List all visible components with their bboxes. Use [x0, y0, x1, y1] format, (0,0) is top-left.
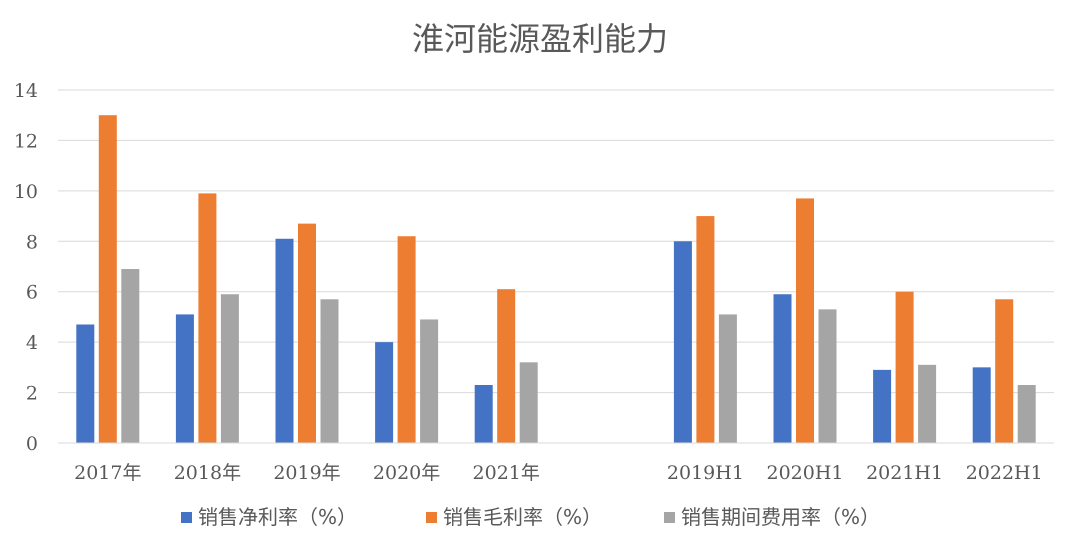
- x-tick-label: 2021年: [473, 462, 540, 484]
- bars-layer: [76, 115, 1036, 443]
- bar-series-1-cat-5: [474, 385, 493, 443]
- bar-series-2-cat-7: [696, 216, 715, 443]
- x-tick-label: 2017年: [74, 462, 141, 484]
- bar-series-1-cat-4: [375, 342, 394, 443]
- bar-series-2-cat-2: [198, 193, 217, 443]
- y-tick-label: 8: [26, 231, 38, 253]
- y-tick-label: 2: [26, 383, 38, 405]
- bar-series-3-cat-3: [320, 299, 339, 443]
- bar-series-3-cat-5: [519, 362, 538, 443]
- bar-series-3-cat-1: [121, 269, 140, 443]
- bar-series-3-cat-2: [220, 294, 239, 443]
- bar-series-2-cat-3: [298, 223, 316, 443]
- legend-label-1: 销售净利率（%）: [198, 505, 357, 529]
- legend-swatch-3: [664, 512, 675, 523]
- bar-series-3-cat-4: [420, 319, 439, 443]
- bar-series-3-cat-7: [718, 314, 737, 443]
- bar-series-2-cat-1: [98, 115, 117, 443]
- y-tick-label: 10: [14, 181, 38, 203]
- legend-label-2: 销售毛利率（%）: [443, 505, 602, 529]
- legend-swatch-2: [426, 512, 437, 523]
- y-tick-label: 6: [26, 282, 38, 304]
- x-tick-label: 2018年: [174, 462, 241, 484]
- x-tick-label: 2021H1: [866, 462, 943, 484]
- y-tick-label: 14: [14, 80, 38, 102]
- bar-series-1-cat-10: [972, 367, 991, 443]
- x-tick-label: 2020H1: [766, 462, 843, 484]
- legend-swatch-1: [181, 512, 192, 523]
- y-tick-label: 0: [26, 433, 38, 455]
- y-tick-label: 4: [26, 332, 38, 354]
- bar-series-3-cat-8: [818, 309, 837, 443]
- x-tick-label: 2019H1: [667, 462, 744, 484]
- bar-series-2-cat-9: [895, 291, 914, 443]
- x-axis: 2017年 2018年 2019年 2020年 2021年 2019H1 2020H1 202…: [58, 442, 1054, 484]
- bar-series-1-cat-2: [175, 314, 194, 443]
- bar-series-1-cat-3: [275, 238, 294, 443]
- y-tick-label: 12: [14, 130, 38, 152]
- x-tick-label: 2020年: [373, 462, 440, 484]
- chart-title: 淮河能源盈利能力: [412, 20, 668, 58]
- bar-series-3-cat-10: [1017, 385, 1036, 443]
- bar-series-1-cat-8: [773, 294, 792, 443]
- x-tick-label: 2022H1: [966, 462, 1043, 484]
- bar-series-2-cat-8: [796, 198, 814, 443]
- bar-series-1-cat-7: [673, 241, 692, 443]
- legend: 销售净利率（%） 销售毛利率（%） 销售期间费用率（%）: [181, 505, 880, 529]
- bar-series-2-cat-4: [397, 236, 416, 443]
- legend-label-3: 销售期间费用率（%）: [681, 505, 880, 529]
- bar-series-2-cat-10: [995, 299, 1014, 443]
- bar-series-1-cat-1: [76, 324, 95, 443]
- bar-series-3-cat-9: [918, 364, 937, 443]
- bar-series-1-cat-9: [873, 369, 892, 443]
- bar-series-2-cat-5: [497, 289, 516, 443]
- x-tick-label: 2019年: [273, 462, 340, 484]
